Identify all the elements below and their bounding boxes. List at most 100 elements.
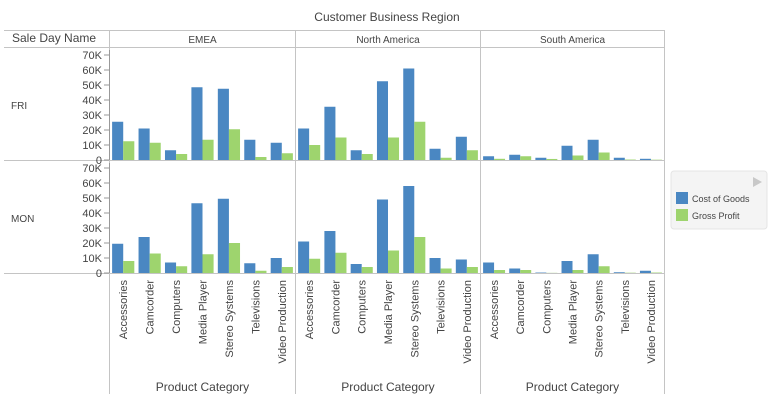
bar-gross-profit-emea-mon-accessories [123,261,135,273]
bar-cost-of-goods-emea-mon-camcorder [138,237,150,273]
y-tick-label-fri: 70K [82,50,102,62]
bar-cost-of-goods-south-america-fri-camcorder [509,154,521,160]
x-axis-label-north-america: Product Category [341,380,434,394]
bar-gross-profit-north-america-mon-computers [361,267,373,273]
category-label-computers: Computers [541,280,553,334]
bar-gross-profit-emea-mon-computers [176,266,188,273]
region-header-south-america: South America [540,35,605,46]
bar-gross-profit-south-america-mon-media-player [572,270,584,273]
bar-cost-of-goods-south-america-fri-computers [535,157,547,160]
bar-cost-of-goods-emea-mon-video-production [270,258,282,273]
bar-cost-of-goods-south-america-mon-accessories [483,262,495,273]
bar-cost-of-goods-south-america-mon-camcorder [509,268,521,273]
bar-gross-profit-emea-mon-stereo-systems [228,243,241,273]
category-label-camcorder: Camcorder [145,280,157,335]
y-tick-label-mon: 70K [82,163,102,175]
bar-gross-profit-emea-mon-media-player [202,254,214,273]
category-label-accessories: Accessories [489,279,501,339]
bar-gross-profit-south-america-mon-stereo-systems [598,266,610,273]
bar-cost-of-goods-emea-fri-camcorder [138,128,150,160]
legend-box [670,170,768,230]
y-tick-label-fri: 50K [82,80,102,92]
bar-gross-profit-south-america-mon-accessories [494,270,506,273]
y-tick-label-fri: 20K [82,125,102,137]
category-label-camcorder: Camcorder [330,280,342,335]
legend-expand-icon[interactable] [753,177,762,187]
bar-gross-profit-north-america-mon-camcorder [335,252,347,273]
bar-cost-of-goods-emea-fri-media-player [191,87,203,160]
bar-gross-profit-emea-fri-televisions [255,157,267,160]
bar-gross-profit-emea-fri-computers [176,154,188,160]
bar-gross-profit-north-america-mon-televisions [440,268,452,273]
bar-gross-profit-south-america-fri-computers [546,158,558,160]
bar-gross-profit-emea-fri-accessories [123,141,135,160]
bar-cost-of-goods-north-america-fri-video-production [455,136,467,160]
x-axis-label-south-america: Product Category [526,380,619,394]
bar-gross-profit-emea-mon-televisions [255,270,267,273]
bar-cost-of-goods-north-america-mon-stereo-systems [403,186,415,273]
bar-gross-profit-north-america-fri-camcorder [335,137,347,160]
x-axis-label-emea: Product Category [156,380,249,394]
chart-title: Customer Business Region [314,10,459,24]
bar-cost-of-goods-south-america-fri-televisions [613,157,625,160]
bar-cost-of-goods-emea-fri-televisions [244,139,256,160]
bar-gross-profit-south-america-fri-accessories [494,158,506,160]
frame-lines [4,30,665,394]
bar-cost-of-goods-south-america-fri-video-production [639,158,651,160]
category-label-video-production: Video Production [277,280,289,364]
y-tick-label-fri: 40K [82,95,102,107]
category-label-stereo-systems: Stereo Systems [224,280,236,358]
bar-gross-profit-north-america-fri-stereo-systems [414,121,426,160]
bar-gross-profit-south-america-fri-camcorder [520,156,532,160]
y-tick-label-fri: 30K [82,110,102,122]
category-label-accessories: Accessories [304,280,316,340]
bar-cost-of-goods-emea-fri-computers [164,150,177,160]
y-tick-label-mon: 50K [82,193,102,205]
bar-gross-profit-north-america-mon-video-production [466,267,478,273]
legend-label-cost-of-goods: Cost of Goods [692,194,750,204]
y-tick-label-fri: 0 [96,155,102,167]
bar-gross-profit-emea-fri-camcorder [149,142,161,160]
bar-cost-of-goods-north-america-mon-media-player [376,199,388,273]
bar-gross-profit-north-america-mon-accessories [309,258,321,273]
bar-cost-of-goods-south-america-fri-media-player [561,145,573,160]
legend-swatch-gross-profit [676,209,688,221]
category-label-computers: Computers [357,280,369,334]
bar-cost-of-goods-emea-fri-stereo-systems [217,88,229,160]
category-label-televisions: Televisions [620,280,632,334]
bar-cost-of-goods-south-america-fri-accessories [483,156,495,160]
bar-gross-profit-south-america-fri-media-player [572,155,584,160]
bar-cost-of-goods-north-america-fri-camcorder [324,106,336,160]
region-header-emea: EMEA [188,35,217,46]
bar-gross-profit-north-america-fri-accessories [309,145,321,160]
bar-cost-of-goods-emea-mon-stereo-systems [217,198,229,273]
legend-swatch-cost-of-goods [676,192,688,204]
bar-gross-profit-emea-fri-video-production [281,153,293,160]
bar-gross-profit-north-america-mon-media-player [388,250,400,273]
bar-gross-profit-north-america-fri-media-player [388,137,400,160]
bar-cost-of-goods-emea-mon-accessories [112,243,124,273]
category-label-televisions: Televisions [436,280,448,334]
category-label-accessories: Accessories [118,280,130,340]
category-label-stereo-systems: Stereo Systems [409,280,421,358]
day-label-mon: MON [11,214,34,225]
bar-cost-of-goods-emea-fri-video-production [270,142,282,160]
y-tick-label-mon: 10K [82,253,102,265]
day-label-fri: FRI [11,101,27,112]
bar-cost-of-goods-south-america-mon-televisions [613,272,625,273]
y-tick-label-mon: 0 [96,268,102,280]
bar-cost-of-goods-north-america-fri-media-player [376,81,388,160]
bar-cost-of-goods-north-america-fri-stereo-systems [403,68,415,160]
category-label-video-production: Video Production [462,280,474,364]
category-label-media-player: Media Player [198,280,210,345]
category-label-televisions: Televisions [250,280,262,334]
category-label-computers: Computers [171,280,183,334]
bar-cost-of-goods-north-america-fri-computers [350,150,362,160]
bar-gross-profit-north-america-fri-computers [361,154,373,160]
bar-gross-profit-north-america-fri-video-production [466,150,478,160]
legend-label-gross-profit: Gross Profit [692,211,740,221]
bar-gross-profit-north-america-fri-televisions [440,157,452,160]
bar-cost-of-goods-emea-fri-accessories [112,121,124,160]
category-label-camcorder: Camcorder [515,280,527,335]
